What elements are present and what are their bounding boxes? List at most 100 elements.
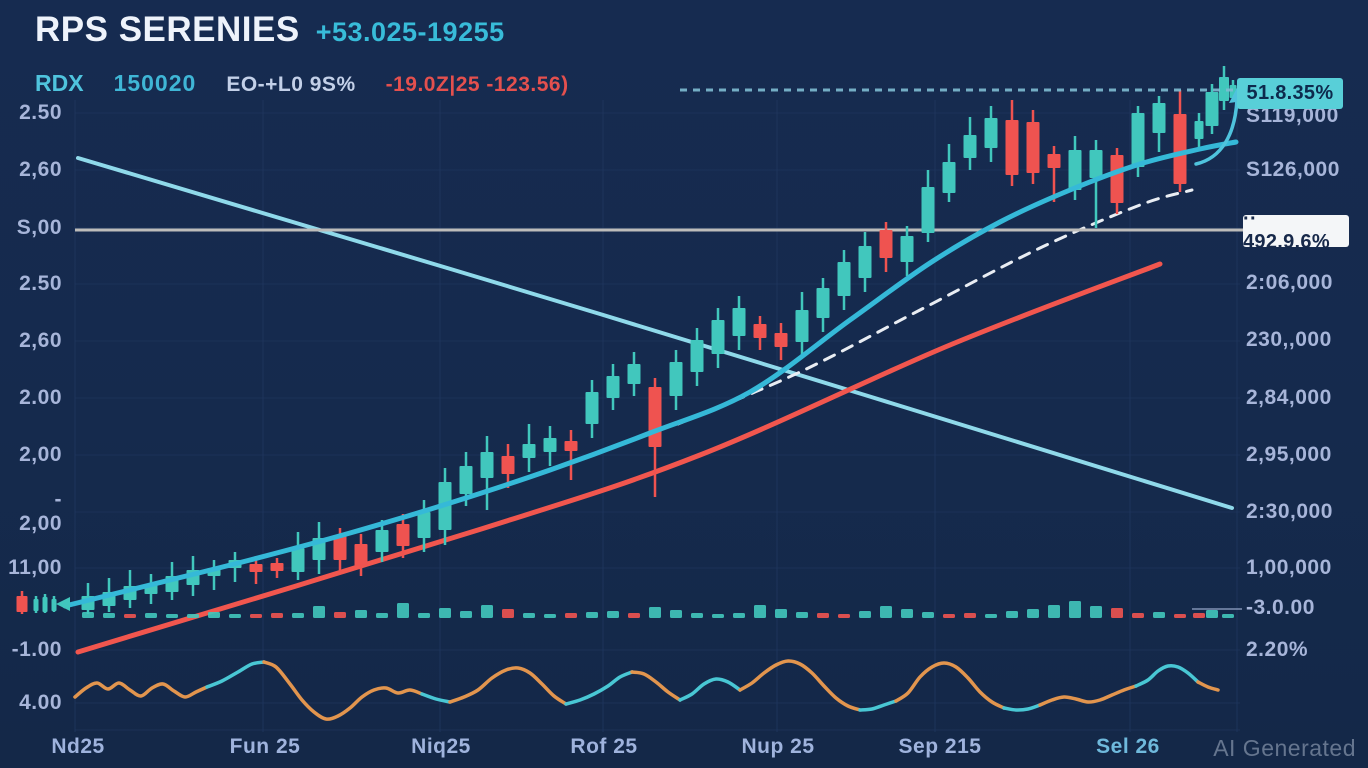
candle-body — [1089, 150, 1103, 178]
dashed-support-line — [676, 188, 1194, 426]
volume-bar — [166, 614, 178, 618]
volume-bar — [838, 614, 850, 618]
oscillator-line — [420, 692, 452, 704]
candle-body — [42, 597, 48, 612]
oscillator-line — [205, 660, 266, 689]
candle-body — [879, 230, 893, 258]
candle-body — [648, 387, 662, 447]
y-axis-label-left: 11,00 — [8, 556, 62, 579]
chart-header: RPS SERENIES +53.025-19255 — [35, 10, 505, 50]
volume-bar — [544, 614, 556, 618]
volume-bar — [586, 612, 598, 618]
candle-body — [1026, 122, 1040, 173]
candle-body — [774, 333, 788, 347]
y-axis-label-left: - 2,00 — [19, 488, 62, 535]
candle-body — [837, 262, 851, 296]
volume-bar — [817, 613, 829, 618]
y-axis-label-right: -3.0.00 — [1246, 596, 1315, 619]
volume-bar — [229, 614, 241, 618]
candle-body — [1194, 121, 1204, 139]
volume-bar — [271, 613, 283, 618]
volume-bar — [208, 612, 220, 618]
candle-body — [1131, 113, 1145, 167]
x-axis-label: Nd25 — [51, 735, 105, 758]
oscillator-line — [894, 661, 1006, 710]
candle-body — [564, 441, 578, 451]
candle-body — [816, 288, 830, 318]
volume-bar — [1174, 614, 1186, 618]
candle-body — [921, 187, 935, 233]
ticker-info: EO-+L0 9S% — [226, 73, 356, 96]
volume-bar — [691, 613, 703, 618]
candle-body — [543, 438, 557, 452]
y-axis-label-right: 2,95,000 — [1246, 443, 1332, 466]
y-axis-label-right: 2,84,000 — [1246, 386, 1332, 409]
red-trendline — [75, 261, 1163, 655]
y-axis-label-right: 2:30,000 — [1246, 500, 1333, 523]
volume-bar — [397, 603, 409, 618]
x-axis-label: Nup 25 — [741, 735, 815, 758]
candle-body — [753, 324, 767, 338]
volume-bar — [964, 613, 976, 618]
volume-bar — [901, 609, 913, 618]
ticker-price: 150020 — [113, 70, 197, 96]
downtrend-line — [76, 156, 1234, 510]
candle-body — [33, 599, 39, 611]
candle-body — [1068, 150, 1082, 190]
volume-bar — [796, 612, 808, 618]
y-axis-label-right: 2.20% — [1246, 638, 1309, 661]
y-axis-label-right: 2:06,000 — [1246, 271, 1333, 294]
volume-bar — [334, 612, 346, 618]
volume-bar — [1048, 605, 1060, 618]
y-axis-label-left: 2,60 — [19, 329, 62, 352]
candle-body — [690, 340, 704, 372]
candle-body — [1173, 114, 1187, 184]
volume-bar — [670, 610, 682, 618]
ticker-symbol: RDX — [35, 70, 84, 96]
volume-bar — [565, 613, 577, 618]
candle-body — [1110, 155, 1124, 203]
candle-body — [711, 320, 725, 354]
y-axis-label-right: 1,00,000 — [1246, 556, 1332, 579]
candle-body — [963, 135, 977, 158]
y-axis-label-left: 4.00 — [19, 691, 62, 714]
y-axis-label-left: -1.00 — [11, 638, 62, 661]
volume-bar — [712, 614, 724, 618]
candle-body — [732, 308, 746, 336]
badge-arrow-icon — [1194, 98, 1239, 166]
y-axis-label-right: 230,,000 — [1246, 328, 1332, 351]
y-axis-label-left: 2.50 — [19, 272, 62, 295]
oscillator-line — [1134, 663, 1200, 688]
volume-bar — [1027, 609, 1039, 618]
candle-body — [1219, 77, 1229, 101]
y-axis-label-left: 2.50 — [19, 101, 62, 124]
volume-bar — [355, 610, 367, 618]
volume-bar — [943, 614, 955, 618]
volume-bar — [502, 609, 514, 618]
volume-bar — [1069, 601, 1081, 618]
oscillator-line — [1002, 703, 1042, 712]
oscillator-line — [73, 681, 209, 699]
candle-body — [522, 444, 536, 458]
oscillator-line — [678, 677, 742, 702]
volume-bar — [1153, 612, 1165, 618]
candle-body — [51, 599, 57, 611]
candle-body — [459, 466, 473, 494]
y-axis-label-right: S119,000 — [1246, 104, 1339, 127]
volume-bar — [1111, 608, 1123, 618]
x-axis-label: Niq25 — [411, 735, 471, 758]
volume-bar — [985, 614, 997, 618]
moving-average-line — [62, 139, 1239, 609]
y-axis-label-left: S,00 — [16, 216, 62, 239]
x-axis-label: Fun 25 — [229, 735, 301, 758]
volume-bar — [523, 613, 535, 618]
series-start-marker — [56, 597, 70, 611]
oscillator-line — [1038, 684, 1138, 707]
volume-bar — [1206, 610, 1218, 618]
volume-bar — [607, 611, 619, 618]
volume-bar — [1193, 613, 1205, 618]
x-axis-label: Rof 25 — [570, 735, 638, 758]
candle-body — [606, 376, 620, 398]
